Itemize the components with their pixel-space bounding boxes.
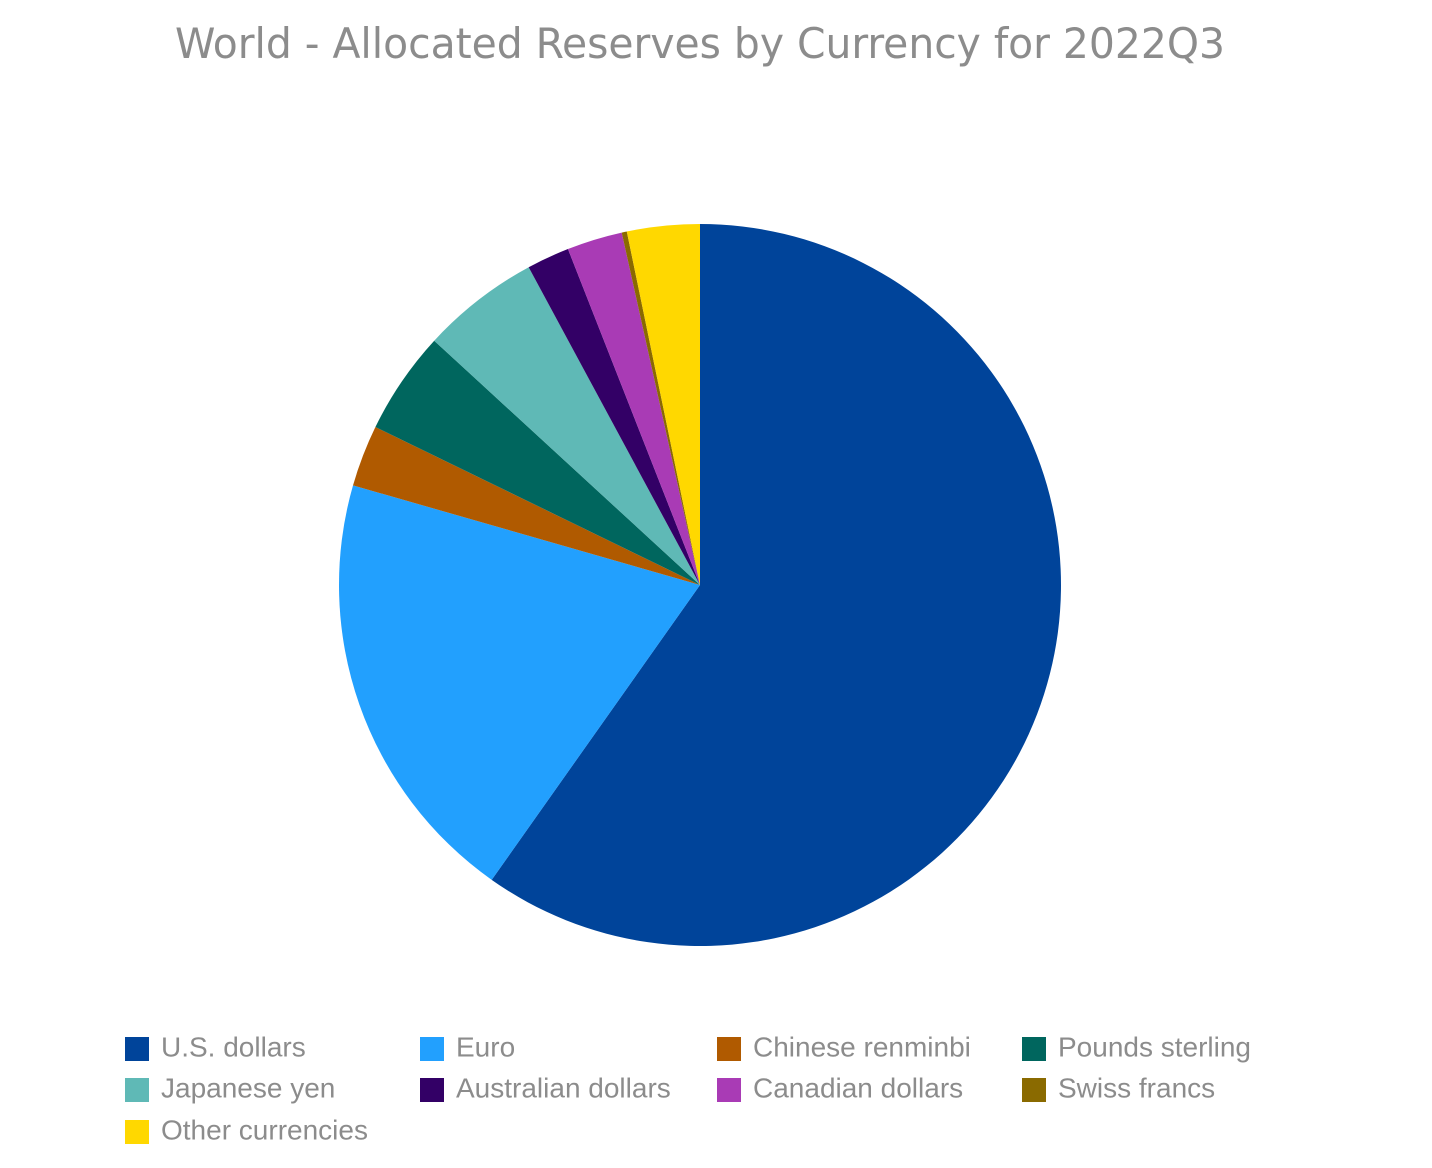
legend-label: Pounds sterling [1058, 1031, 1251, 1062]
legend-swatch [125, 1078, 149, 1102]
legend-swatch [125, 1120, 149, 1144]
legend-swatch [420, 1078, 444, 1102]
legend-label: U.S. dollars [161, 1031, 306, 1062]
pie-slice [375, 340, 700, 585]
chart-title: World - Allocated Reserves by Currency f… [175, 19, 1225, 68]
pie-slice [528, 249, 700, 585]
legend-swatch [1022, 1078, 1046, 1102]
pie-slice [353, 426, 700, 585]
pie-slice [491, 224, 1061, 947]
legend-label: Swiss francs [1058, 1072, 1215, 1103]
legend-label: Other currencies [161, 1114, 368, 1145]
legend-swatch [717, 1078, 741, 1102]
legend-swatch [420, 1037, 444, 1061]
legend-label: Euro [456, 1031, 515, 1062]
legend-label: Japanese yen [161, 1072, 335, 1103]
pie-slice [339, 485, 700, 880]
pie-slice [626, 224, 700, 585]
pie-slice [621, 231, 700, 586]
legend-label: Canadian dollars [753, 1072, 963, 1103]
legend-swatch [1022, 1037, 1046, 1061]
legend-swatch [125, 1037, 149, 1061]
legend-swatch [717, 1037, 741, 1061]
pie-slice [567, 232, 700, 585]
legend-label: Chinese renminbi [753, 1031, 971, 1062]
pie-slice [434, 267, 700, 585]
legend-label: Australian dollars [456, 1072, 671, 1103]
